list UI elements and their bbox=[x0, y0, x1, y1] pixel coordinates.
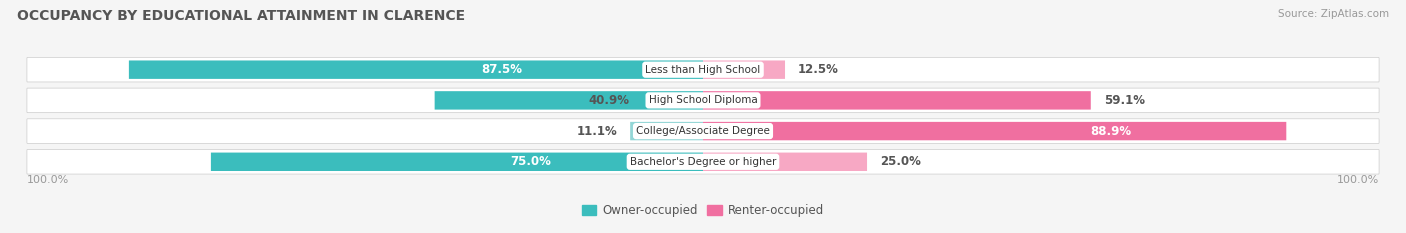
FancyBboxPatch shape bbox=[211, 153, 703, 171]
FancyBboxPatch shape bbox=[703, 91, 1091, 110]
FancyBboxPatch shape bbox=[27, 88, 1379, 113]
FancyBboxPatch shape bbox=[434, 91, 703, 110]
FancyBboxPatch shape bbox=[27, 150, 1379, 174]
Text: 11.1%: 11.1% bbox=[576, 125, 617, 137]
Legend: Owner-occupied, Renter-occupied: Owner-occupied, Renter-occupied bbox=[578, 199, 828, 222]
FancyBboxPatch shape bbox=[27, 119, 1379, 143]
Text: 25.0%: 25.0% bbox=[880, 155, 921, 168]
FancyBboxPatch shape bbox=[703, 122, 1286, 140]
FancyBboxPatch shape bbox=[703, 153, 868, 171]
Text: 88.9%: 88.9% bbox=[1091, 125, 1132, 137]
FancyBboxPatch shape bbox=[129, 61, 703, 79]
Text: College/Associate Degree: College/Associate Degree bbox=[636, 126, 770, 136]
Text: OCCUPANCY BY EDUCATIONAL ATTAINMENT IN CLARENCE: OCCUPANCY BY EDUCATIONAL ATTAINMENT IN C… bbox=[17, 9, 465, 23]
Text: 100.0%: 100.0% bbox=[27, 175, 69, 185]
FancyBboxPatch shape bbox=[27, 57, 1379, 82]
Text: Less than High School: Less than High School bbox=[645, 65, 761, 75]
Text: High School Diploma: High School Diploma bbox=[648, 95, 758, 105]
Text: Source: ZipAtlas.com: Source: ZipAtlas.com bbox=[1278, 9, 1389, 19]
Text: Bachelor's Degree or higher: Bachelor's Degree or higher bbox=[630, 157, 776, 167]
Text: 100.0%: 100.0% bbox=[1337, 175, 1379, 185]
FancyBboxPatch shape bbox=[630, 122, 703, 140]
FancyBboxPatch shape bbox=[703, 61, 785, 79]
Text: 12.5%: 12.5% bbox=[799, 63, 839, 76]
Text: 87.5%: 87.5% bbox=[482, 63, 523, 76]
Text: 59.1%: 59.1% bbox=[1104, 94, 1144, 107]
Text: 75.0%: 75.0% bbox=[510, 155, 551, 168]
Text: 40.9%: 40.9% bbox=[589, 94, 630, 107]
